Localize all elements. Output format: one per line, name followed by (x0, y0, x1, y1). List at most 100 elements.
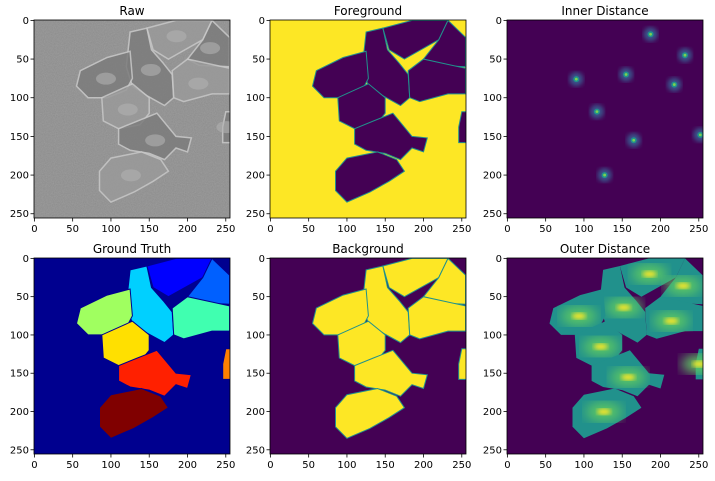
od-ridge-I (692, 361, 703, 368)
image-layer (270, 258, 466, 454)
peak-core-6 (632, 138, 636, 142)
axes-frame (269, 19, 467, 219)
y-tick-label: 0 (496, 254, 502, 265)
y-tick-label: 150 (483, 132, 502, 143)
x-tick-label: 200 (414, 224, 433, 235)
x-tick-label: 0 (31, 224, 37, 235)
od-ridge-C (676, 282, 691, 289)
x-tick-label: 150 (140, 224, 159, 235)
image-layer (270, 20, 466, 218)
y-tick-label: 150 (10, 369, 29, 380)
raw-nucleus-D (188, 77, 209, 90)
x-tick-label: 150 (613, 224, 632, 235)
y-tick-label: 50 (489, 55, 502, 66)
raw-nucleus-B (166, 30, 187, 43)
y-tick-label: 50 (252, 55, 265, 66)
x-tick-label: 0 (267, 224, 273, 235)
x-tick-label: 50 (66, 224, 79, 235)
x-tick-label: 100 (101, 460, 120, 471)
y-tick-label: 150 (246, 132, 265, 143)
y-tick-label: 250 (10, 209, 29, 220)
image-layer (507, 258, 703, 454)
peak-core-0 (649, 32, 652, 36)
od-ridge-F (593, 343, 608, 350)
x-tick-label: 0 (31, 460, 37, 471)
y-tick-label: 100 (246, 330, 265, 341)
axes-frame (33, 19, 231, 219)
x-tick-label: 50 (302, 224, 315, 235)
x-tick-label: 0 (504, 224, 510, 235)
od-ridge-A (616, 304, 631, 311)
peak-core-3 (624, 73, 628, 76)
panel-title: Inner Distance (561, 4, 648, 18)
x-tick-label: 50 (539, 460, 552, 471)
y-tick-label: 100 (246, 93, 265, 104)
y-tick-label: 150 (246, 369, 265, 380)
fg-cell-H (335, 151, 406, 203)
y-tick-label: 250 (246, 445, 265, 456)
x-tick-label: 150 (613, 460, 632, 471)
x-tick-label: 250 (689, 460, 708, 471)
raw-nucleus-H (120, 169, 141, 182)
y-tick-label: 0 (23, 254, 29, 265)
x-tick-label: 100 (337, 460, 356, 471)
peak-core-8 (603, 173, 607, 177)
bg-cell-H (335, 387, 406, 439)
panel-title: Foreground (334, 4, 402, 18)
x-tick-label: 100 (574, 460, 593, 471)
x-tick-label: 0 (267, 460, 273, 471)
x-tick-label: 200 (178, 460, 197, 471)
x-tick-label: 150 (140, 460, 159, 471)
od-ridge-B (642, 271, 657, 278)
panel-title: Background (332, 242, 404, 256)
y-tick-label: 150 (483, 369, 502, 380)
axes-frame (269, 257, 467, 455)
distance-background (507, 20, 703, 218)
y-tick-label: 0 (259, 254, 265, 265)
od-ridge-H (596, 408, 611, 415)
panel-title: Outer Distance (560, 242, 650, 256)
fg-cell-G (354, 112, 428, 161)
gt-cell-H (99, 387, 170, 439)
peak-core-4 (672, 83, 676, 86)
x-tick-label: 100 (101, 224, 120, 235)
x-tick-label: 50 (66, 460, 79, 471)
axes-frame (506, 257, 704, 455)
y-tick-label: 250 (483, 445, 502, 456)
y-tick-label: 100 (10, 93, 29, 104)
x-tick-label: 250 (216, 224, 235, 235)
y-tick-label: 0 (23, 16, 29, 27)
od-ridge-D (664, 317, 679, 324)
y-tick-label: 200 (10, 407, 29, 418)
axes-frame (506, 19, 704, 219)
peak-core-1 (683, 53, 687, 57)
raw-nucleus-G (145, 134, 166, 147)
y-tick-label: 100 (483, 330, 502, 341)
raw-nucleus-I (216, 121, 230, 134)
od-ridge-E (571, 313, 586, 320)
y-tick-label: 0 (496, 16, 502, 27)
image-layer (507, 20, 703, 218)
y-tick-label: 50 (489, 292, 502, 303)
y-tick-label: 50 (252, 292, 265, 303)
od-glow-I (681, 355, 703, 374)
x-tick-label: 50 (302, 460, 315, 471)
y-tick-label: 50 (16, 55, 29, 66)
raw-nucleus-A (140, 63, 161, 76)
x-tick-label: 150 (376, 224, 395, 235)
x-tick-label: 0 (504, 460, 510, 471)
gt-cell-G (118, 349, 192, 397)
x-tick-label: 100 (574, 224, 593, 235)
bg-cell-D (407, 296, 466, 340)
y-tick-label: 200 (10, 171, 29, 182)
y-tick-label: 200 (483, 407, 502, 418)
x-tick-label: 250 (452, 460, 471, 471)
peak-core-7 (698, 133, 702, 137)
x-tick-label: 200 (178, 224, 197, 235)
bg-cell-G (354, 349, 428, 397)
